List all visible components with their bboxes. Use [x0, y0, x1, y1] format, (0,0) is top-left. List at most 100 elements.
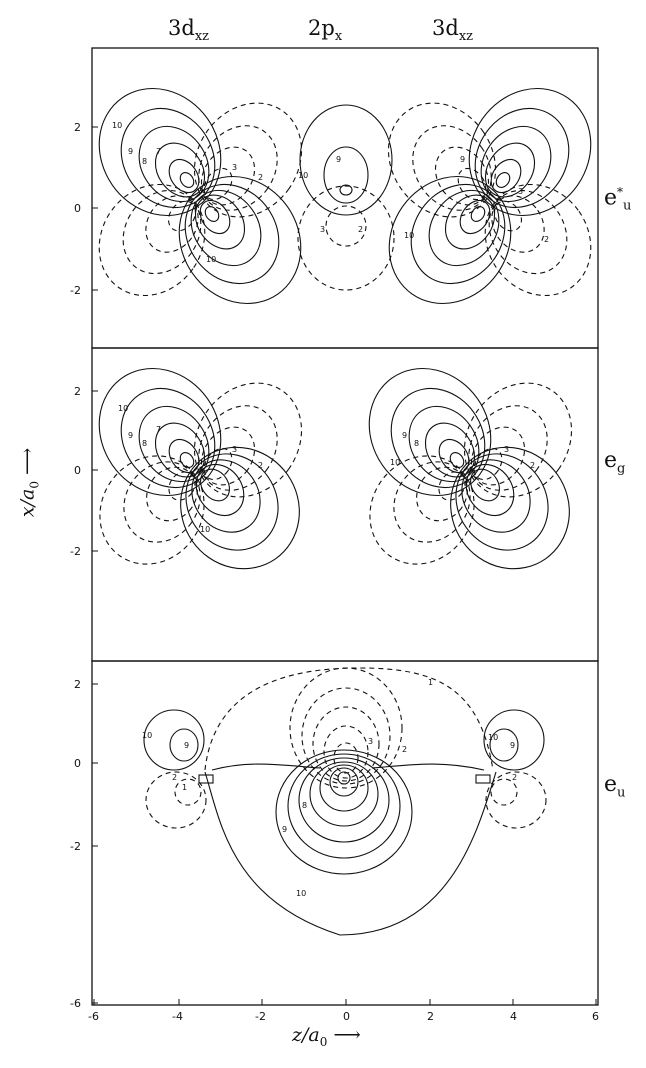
contours-eu-star [98, 87, 592, 305]
row-label-eg: eg [604, 448, 625, 476]
contours-eg [98, 367, 573, 570]
contour-label: 9 [510, 741, 515, 750]
contour-label: 8 [142, 157, 147, 166]
contour-label: 2 [358, 225, 363, 234]
column-label-2px: 2px [308, 16, 342, 44]
panel-frame-eg [91, 347, 599, 662]
x-tick-label: 6 [592, 1010, 599, 1023]
contour-label: 8 [302, 801, 307, 810]
contour-label: 10 [200, 525, 210, 534]
small-box [475, 774, 491, 784]
y-ticks-panel-3 [92, 683, 98, 1004]
contour-label: 10 [142, 731, 152, 740]
contour-label: 10 [390, 458, 400, 467]
contour-label: 3 [518, 187, 523, 196]
y-tick-label: 2 [74, 678, 81, 691]
contour-label: 2 [544, 235, 549, 244]
contour-label: 10 [488, 733, 498, 742]
contour-label: 9 [336, 155, 341, 164]
row-label-sup: * [617, 185, 624, 199]
y-tick-label: -2 [70, 545, 81, 558]
x-ticks [93, 999, 597, 1005]
y-ticks-panel-2 [92, 390, 98, 552]
lobe-dashed [369, 382, 573, 565]
contour-label: 2 [530, 461, 535, 470]
row-label-sub: g [617, 461, 626, 477]
panel-frames [91, 47, 599, 1006]
row-label-eu-star: e*u [604, 185, 631, 214]
lobe-solid [98, 367, 300, 570]
small-box [198, 774, 214, 784]
lobe-solid [143, 709, 545, 771]
contour-labels-eg: 10 9 8 7 3 2 10 10 9 8 3 2 [118, 404, 535, 534]
contour-label: 9 [128, 431, 133, 440]
y-tick-label: -2 [70, 284, 81, 297]
column-label-3dxz-right: 3dxz [432, 16, 473, 44]
contour-label: 9 [282, 825, 287, 834]
contour-label: 3 [232, 445, 237, 454]
contour-label: 2 [512, 773, 517, 782]
column-label-sub: x [334, 29, 343, 45]
contour-label: 9 [184, 741, 189, 750]
lobe-dashed [99, 382, 303, 565]
contour-label: 2 [258, 173, 263, 182]
y-tick-label: 0 [74, 464, 81, 477]
contour-label: 7 [156, 147, 161, 156]
x-tick-label: -6 [88, 1010, 99, 1023]
panel-frame-eu-star [91, 47, 599, 349]
contour-label: 1 [428, 678, 433, 687]
y-ticks-panel-1 [92, 126, 98, 291]
contour-label: 7 [156, 425, 161, 434]
contour-label: 10 [298, 171, 308, 180]
contour-label: 3 [232, 163, 237, 172]
column-label-sub: xz [458, 29, 473, 45]
row-label-base: e [604, 448, 618, 473]
lobe-solid [299, 104, 393, 216]
row-label-sub: u [623, 198, 632, 214]
contour-label: 8 [142, 439, 147, 448]
y-tick-label: 0 [74, 202, 81, 215]
contour-label: 3 [368, 737, 373, 746]
x-tick-label: 4 [510, 1010, 517, 1023]
contour-labels-eu-star: 10 9 8 7 3 2 10 9 10 3 2 9 10 3 2 [112, 121, 549, 264]
x-tick-label: 0 [343, 1010, 350, 1023]
contour-label: 2 [402, 745, 407, 754]
x-axis-title-base: z/a [292, 1024, 320, 1046]
lobe-solid [368, 367, 570, 570]
column-label-base: 3d [168, 16, 195, 40]
contour-label: 3 [504, 445, 509, 454]
row-label-base: e [604, 772, 618, 797]
envelope-solid [204, 771, 497, 936]
contour-label: 9 [402, 431, 407, 440]
contour-labels-eu: 10 9 2 1 1 3 2 9 8 10 10 9 2 [142, 678, 517, 898]
panel-frame-eu [91, 660, 599, 1006]
column-label-base: 2p [308, 16, 335, 40]
x-axis-title-sub: 0 [319, 1034, 328, 1049]
contour-label: 9 [128, 147, 133, 156]
row-label-base: e [604, 185, 618, 211]
y-tick-label: 0 [74, 757, 81, 770]
lobe-solid [388, 87, 592, 305]
contour-label: 10 [118, 404, 128, 413]
x-axis-arrow: ⟶ [333, 1024, 361, 1046]
contour-label: 10 [112, 121, 122, 130]
column-label-sub: xz [194, 29, 209, 45]
contour-label: 8 [414, 439, 419, 448]
y-tick-label: 2 [74, 121, 81, 134]
lobe-dashed [297, 185, 395, 291]
contour-label: 10 [296, 889, 306, 898]
x-tick-label: -2 [255, 1010, 266, 1023]
row-label-eu: eu [604, 772, 625, 800]
y-tick-label: 2 [74, 385, 81, 398]
column-label-3dxz-left: 3dxz [168, 16, 209, 44]
x-tick-label: 2 [427, 1010, 434, 1023]
x-tick-label: -4 [172, 1010, 183, 1023]
column-label-base: 3d [432, 16, 459, 40]
contour-label: 3 [320, 225, 325, 234]
contour-label: 2 [172, 773, 177, 782]
contour-label: 10 [206, 255, 216, 264]
contours-eu [143, 667, 547, 936]
lobe-solid [275, 749, 413, 875]
lobe-dashed [145, 771, 547, 829]
